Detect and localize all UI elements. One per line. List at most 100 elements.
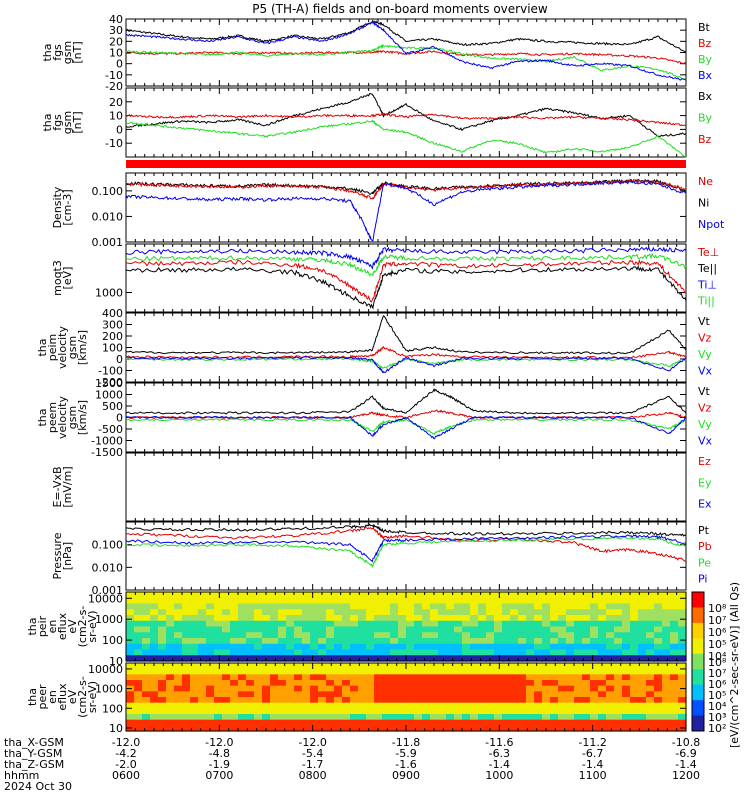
heatmap-cell (134, 592, 143, 599)
heatmap-cell (366, 603, 375, 610)
heatmap-cell (502, 649, 511, 656)
heatmap-cell (150, 609, 159, 616)
heatmap-cell (214, 592, 223, 599)
heatmap-cell (254, 725, 263, 732)
heatmap-cell (630, 655, 639, 662)
heatmap-cell (518, 691, 527, 698)
heatmap-cell (246, 655, 255, 662)
heatmap-cell (606, 714, 615, 721)
heatmap-cell (678, 626, 687, 633)
x-axis-value: 1200 (672, 769, 700, 782)
heatmap-cell (614, 719, 623, 726)
heatmap-cell (390, 719, 399, 726)
heatmap-cell (350, 615, 359, 622)
heatmap-cell (318, 609, 327, 616)
heatmap-cell (582, 638, 591, 645)
heatmap-cell (358, 708, 367, 715)
heatmap-cell (670, 719, 679, 726)
heatmap-cell (462, 626, 471, 633)
heatmap-cell (190, 638, 199, 645)
heatmap-cell (478, 663, 487, 670)
y-tick-label: -1500 (91, 446, 123, 459)
heatmap-cell (350, 663, 359, 670)
heatmap-cell (502, 725, 511, 732)
heatmap-cell (374, 708, 383, 715)
heatmap-cell (430, 638, 439, 645)
heatmap-cell (342, 691, 351, 698)
heatmap-cell (190, 708, 199, 715)
series-Pt (125, 523, 687, 537)
heatmap-cell (286, 626, 295, 633)
colorbar-segment (692, 700, 704, 717)
legend-entry: Vx (698, 434, 713, 447)
heatmap-cell (406, 626, 415, 633)
heatmap-cell (670, 620, 679, 628)
panels-group: -20-10010203040thafgsgsm[nT]BtBzByBx-100… (26, 13, 725, 735)
heatmap-cell (566, 597, 575, 605)
heatmap-cell (326, 643, 335, 651)
heatmap-cell (662, 697, 671, 704)
heatmap-cell (430, 626, 439, 633)
heatmap-cell (494, 725, 503, 732)
heatmap-cell (358, 597, 367, 605)
heatmap-cell (134, 697, 143, 704)
heatmap-cell (326, 674, 335, 681)
legend-entry: By (698, 112, 713, 125)
x-axis-value: 0800 (299, 769, 327, 782)
heatmap-cell (166, 719, 175, 726)
heatmap-cell (278, 603, 287, 610)
heatmap-cell (446, 643, 455, 651)
y-tick-label: 10 (109, 722, 123, 735)
heatmap-cell (630, 638, 639, 645)
panel-6: -1500-1000-500050010001500thapeemvelocit… (36, 377, 713, 459)
heatmap-cell (206, 649, 215, 656)
heatmap-cell (470, 620, 479, 628)
heatmap-cell (494, 680, 503, 687)
heatmap-cell (438, 702, 447, 709)
heatmap-cell (478, 685, 487, 692)
heatmap-cell (654, 632, 663, 639)
heatmap-cell (142, 663, 151, 670)
heatmap-cell (582, 680, 591, 687)
heatmap-cell (534, 626, 543, 633)
heatmap-cell (246, 609, 255, 616)
heatmap-cell (566, 714, 575, 721)
heatmap-cell (534, 697, 543, 704)
heatmap-cell (374, 603, 383, 610)
heatmap-cell (622, 643, 631, 651)
heatmap-cell (150, 714, 159, 721)
heatmap-cell (534, 674, 543, 681)
heatmap-cell (126, 697, 135, 704)
y-axis-label: [nT] (71, 41, 84, 63)
heatmap-cell (214, 615, 223, 622)
y-axis-label: [nPa] (61, 542, 74, 570)
legend-entry: Ez (698, 455, 711, 468)
heatmap-cell (646, 719, 655, 726)
heatmap-cell (174, 725, 183, 732)
heatmap-cell (342, 632, 351, 639)
heatmap-cell (494, 609, 503, 616)
heatmap-cell (510, 691, 519, 698)
heatmap-cell (262, 592, 271, 599)
heatmap-cell (470, 643, 479, 651)
heatmap-cell (590, 632, 599, 639)
heatmap-cell (310, 674, 319, 681)
heatmap-cell (646, 626, 655, 633)
heatmap-cell (270, 714, 279, 721)
heatmap-cell (478, 643, 487, 651)
heatmap-cell (214, 626, 223, 633)
heatmap-cell (158, 632, 167, 639)
heatmap-cell (238, 702, 247, 709)
heatmap-cell (134, 680, 143, 687)
heatmap-cell (550, 655, 559, 662)
heatmap-cell (214, 632, 223, 639)
heatmap-cell (558, 632, 567, 639)
heatmap-cell (598, 697, 607, 704)
y-tick-label: 20 (109, 96, 123, 109)
heatmap-cell (294, 632, 303, 639)
heatmap-cell (206, 643, 215, 651)
heatmap-cell (582, 708, 591, 715)
heatmap-cell (430, 643, 439, 651)
heatmap-cell (566, 603, 575, 610)
heatmap-cell (558, 615, 567, 622)
